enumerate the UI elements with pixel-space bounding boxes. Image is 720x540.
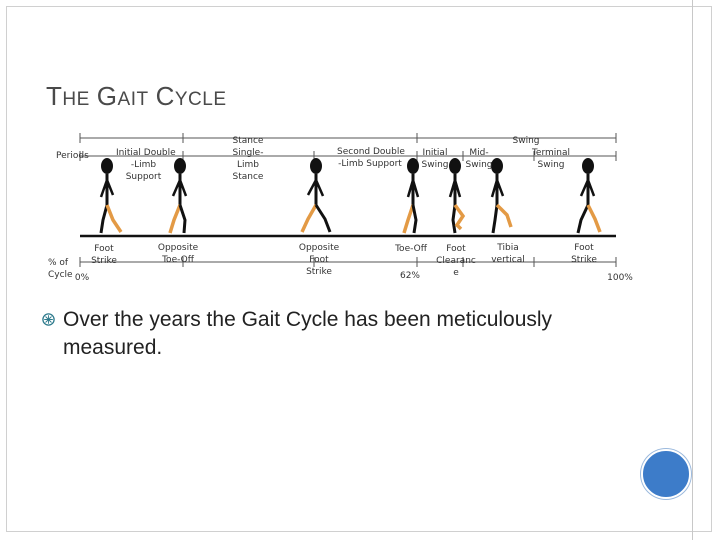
bullet-icon xyxy=(42,313,55,326)
label-foot-clearance: Foot Clearanc e xyxy=(436,244,476,278)
walking-figure-1 xyxy=(99,158,123,234)
label-toe-off: Toe-Off xyxy=(395,244,427,254)
label-second-double-limb-support: Second Double -Limb Support xyxy=(337,147,405,169)
label-periods: Periods xyxy=(56,151,89,161)
bottom-bracket xyxy=(79,257,617,267)
gait-cycle-diagram xyxy=(79,133,617,267)
label-opposite-toe-off: Opposite Toe-Off xyxy=(157,243,199,265)
label-foot-strike: Foot Strike xyxy=(91,244,117,266)
bullet-text: Over the years the Gait Cycle has been m… xyxy=(63,308,553,359)
walking-figure-6 xyxy=(490,158,513,234)
label-pct-100: 100% xyxy=(607,273,633,283)
walking-figure-5 xyxy=(448,158,466,234)
walking-figure-4 xyxy=(402,158,420,234)
label-foot-strike-end: Foot Strike xyxy=(571,243,597,265)
timeline-bracket xyxy=(79,133,617,161)
slide-edge-line xyxy=(692,0,693,540)
label-tibia-vertical: Tibia vertical xyxy=(491,243,525,265)
label-mid-swing: Mid- Swing xyxy=(465,148,493,170)
decorative-blue-circle xyxy=(641,449,691,499)
label-initial-swing: Initial Swing xyxy=(421,148,449,170)
label-single-limb-stance: Stance Single- Limb Stance xyxy=(232,136,264,182)
slide-title: THE GAIT CYCLE xyxy=(46,81,227,111)
slide-frame xyxy=(6,6,712,532)
label-terminal-swing: Terminal Swing xyxy=(531,148,571,170)
label-pct-of-cycle: % of Cycle xyxy=(48,258,73,280)
label-pct-0: 0% xyxy=(74,273,90,283)
label-pct-62: 62% xyxy=(399,271,420,281)
walking-figure-2 xyxy=(168,158,188,234)
walking-figure-7 xyxy=(576,158,602,234)
label-opposite-foot-strike: Opposite Foot Strike xyxy=(298,243,340,277)
walking-figure-3 xyxy=(300,158,332,233)
label-initial-double-limb-support: Initial Double -Limb Support xyxy=(116,148,176,182)
label-swing-phase: Swing xyxy=(512,136,540,146)
